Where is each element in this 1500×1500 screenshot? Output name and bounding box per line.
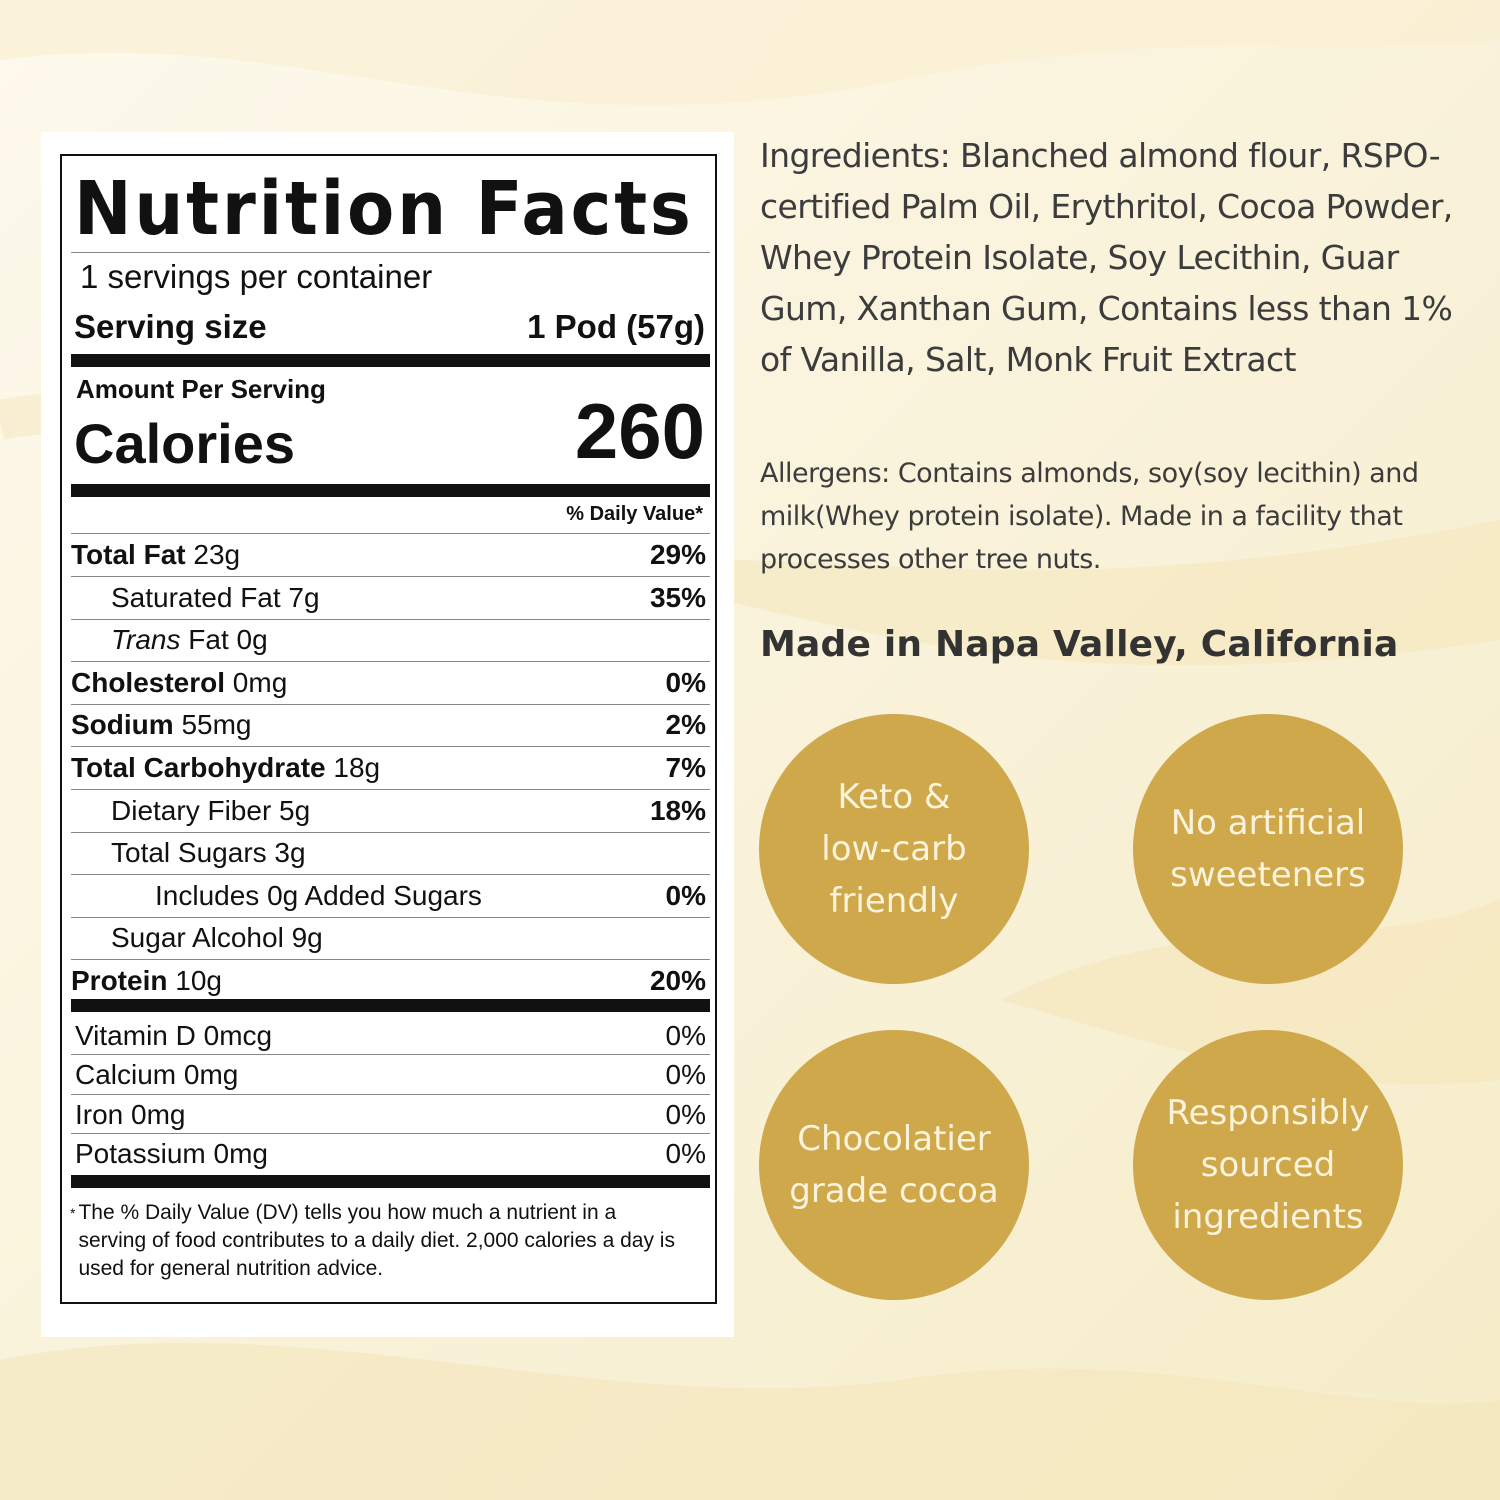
nutrient-amount: Fat 0g: [180, 624, 268, 656]
nutrient-row: Dietary Fiber 5g 18%: [71, 791, 710, 833]
nutrient-daily-value: 20%: [649, 965, 706, 996]
nutrient-daily-value: 0%: [665, 666, 706, 698]
nutrient-name: Includes 0g Added Sugars: [71, 880, 482, 912]
nutrient-daily-value: 35%: [649, 581, 706, 613]
row-divider: [71, 703, 710, 705]
nutrient-name: Total Sugars 3g: [71, 837, 306, 869]
badge-responsibly-sourced: Responsibly sourced ingredients: [1133, 1030, 1403, 1300]
nutrient-amount: 0mg: [225, 666, 288, 698]
nutrient-daily-value: 7%: [665, 752, 706, 783]
nutrient-daily-value: 29%: [649, 539, 706, 570]
serving-size-label: Serving size: [74, 308, 267, 345]
nutrient-amount: Includes 0g Added Sugars: [155, 879, 482, 911]
footnote: * The % Daily Value (DV) tells you how mu…: [70, 1199, 690, 1283]
vitamin-row: Iron 0mg 0%: [71, 1095, 710, 1134]
nutrient-bold-name: Cholesterol: [71, 666, 226, 698]
nutrient-bold-name: Sodium: [71, 709, 174, 741]
badge-keto: Keto & low-carb friendly: [759, 714, 1029, 984]
nutrient-name: Protein 10g: [71, 965, 222, 997]
nutrient-amount: Sugar Alcohol 9g: [111, 922, 323, 954]
nutrient-name: Total Fat 23g: [71, 539, 240, 571]
nutrient-name: Trans Fat 0g: [71, 624, 268, 656]
nutrient-daily-value: 18%: [649, 794, 706, 826]
nutrient-row: Total Carbohydrate 18g 7%: [71, 748, 710, 790]
vitamin-daily-value: 0%: [665, 1059, 706, 1091]
thick-divider: [71, 484, 710, 497]
nutrition-facts-label: Nutrition Facts 1 servings per container…: [60, 154, 717, 1304]
vitamin-name: Calcium 0mg: [75, 1059, 239, 1091]
divider: [71, 252, 710, 253]
nutrient-amount: 10g: [167, 965, 222, 996]
row-divider: [71, 789, 710, 790]
nutrient-row: Total Sugars 3g: [71, 833, 710, 876]
nutrition-title: Nutrition Facts: [74, 166, 694, 252]
nutrient-amount: 55mg: [173, 709, 252, 741]
daily-value-header: % Daily Value*: [566, 503, 703, 525]
nutrient-italic-name: Trans: [111, 624, 181, 656]
row-divider: [71, 1132, 710, 1134]
vitamin-name: Vitamin D 0mcg: [75, 1020, 273, 1051]
thick-divider: [71, 999, 710, 1012]
footnote-text: The % Daily Value (DV) tells you how muc…: [78, 1201, 675, 1280]
nutrient-bold-name: Total Carbohydrate: [71, 752, 326, 783]
row-divider: [71, 1093, 710, 1095]
row-divider: [71, 831, 710, 833]
row-divider: [71, 916, 710, 918]
vitamin-daily-value: 0%: [665, 1020, 706, 1051]
vitamin-row: Vitamin D 0mcg 0%: [71, 1016, 710, 1056]
vitamin-row: Calcium 0mg 0%: [71, 1055, 710, 1095]
row-divider: [71, 874, 710, 876]
nutrient-row: Saturated Fat 7g 35%: [71, 578, 710, 620]
footnote-star: *: [70, 1205, 76, 1221]
allergens-text: Allergens: Contains almonds, soy(soy lec…: [760, 458, 1419, 575]
row-divider: [71, 618, 710, 620]
nutrient-bold-name: Protein: [71, 965, 168, 996]
nutrient-daily-value: 0%: [665, 879, 706, 911]
nutrient-bold-name: Total Fat: [71, 539, 186, 570]
label-card: [41, 132, 734, 1337]
nutrient-amount: Dietary Fiber 5g: [111, 794, 311, 826]
ingredients-text: Ingredients: Blanched almond flour, RSPO…: [760, 136, 1453, 379]
nutrient-amount: 23g: [185, 539, 241, 570]
row-divider: [71, 959, 710, 961]
divider: [71, 533, 710, 534]
badge-chocolatier-cocoa: Chocolatier grade cocoa: [759, 1030, 1029, 1300]
thick-divider: [71, 1175, 710, 1188]
nutrient-name: Total Carbohydrate 18g: [71, 752, 380, 784]
nutrient-daily-value: 2%: [665, 709, 706, 741]
nutrient-name: Saturated Fat 7g: [71, 582, 320, 614]
vitamin-row: Potassium 0mg 0%: [71, 1134, 710, 1173]
nutrient-name: Cholesterol 0mg: [71, 667, 287, 699]
row-divider: [71, 1054, 710, 1056]
row-divider: [71, 746, 710, 748]
origin-heading: Made in Napa Valley, California: [760, 624, 1399, 665]
nutrient-row: Total Fat 23g 29%: [71, 535, 710, 577]
nutrient-name: Sugar Alcohol 9g: [71, 922, 323, 954]
servings-per-container: 1 servings per container: [80, 258, 433, 295]
nutrient-row: Includes 0g Added Sugars 0%: [71, 876, 710, 918]
amount-per-serving: Amount Per Serving: [76, 374, 326, 404]
nutrient-row: Sugar Alcohol 9g: [71, 918, 710, 961]
nutrient-row: Cholesterol 0mg 0%: [71, 663, 710, 705]
serving-size-value: 1 Pod (57g): [527, 308, 705, 345]
row-divider: [71, 661, 710, 663]
vitamin-daily-value: 0%: [665, 1137, 706, 1169]
badge-no-artificial-sweeteners: No artificial sweeteners: [1133, 714, 1403, 984]
vitamin-name: Potassium 0mg: [75, 1137, 268, 1169]
vitamin-daily-value: 0%: [665, 1098, 706, 1130]
calories-label: Calories: [74, 412, 295, 475]
nutrient-amount: Total Sugars 3g: [111, 837, 306, 869]
nutrient-row: Protein 10g 20%: [71, 961, 710, 1003]
nutrient-amount: Saturated Fat 7g: [111, 581, 320, 613]
nutrient-row: Sodium 55mg 2%: [71, 705, 710, 748]
thick-divider: [71, 354, 710, 367]
nutrient-name: Dietary Fiber 5g: [71, 795, 310, 827]
row-divider: [71, 576, 710, 577]
calories-value: 260: [574, 387, 705, 475]
nutrient-name: Sodium 55mg: [71, 709, 252, 741]
vitamin-name: Iron 0mg: [75, 1098, 186, 1130]
nutrient-row: Trans Fat 0g: [71, 620, 710, 663]
nutrient-amount: 18g: [325, 752, 381, 783]
